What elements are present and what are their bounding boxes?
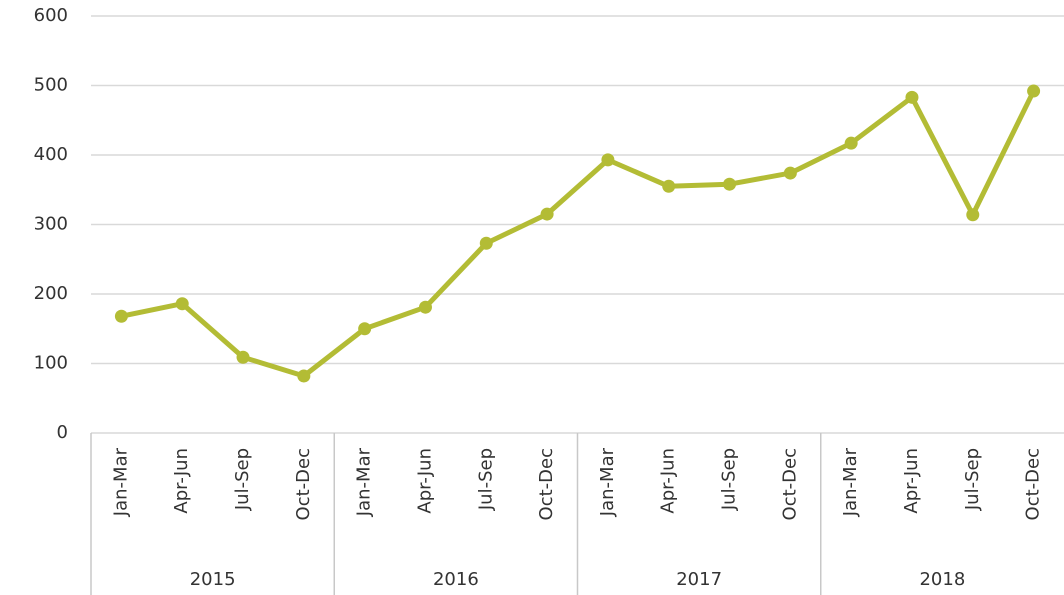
x-tick-label: Oct-Dec	[1023, 448, 1044, 520]
data-point	[418, 300, 432, 314]
y-tick-label: 500	[34, 75, 68, 96]
x-tick-label: Jul-Sep	[232, 448, 253, 511]
x-tick-label: Jul-Sep	[719, 448, 740, 511]
x-tick-label: Oct-Dec	[293, 448, 314, 520]
y-tick-label: 200	[34, 283, 68, 304]
data-line	[120, 89, 1036, 379]
group-label: 2016	[433, 569, 479, 590]
y-tick-label: 600	[34, 5, 68, 26]
data-point	[1027, 84, 1041, 98]
x-tick-label: Jan-Mar	[597, 447, 618, 517]
group-label: 2017	[676, 569, 722, 590]
data-point	[601, 153, 615, 167]
x-tick-label: Apr-Jun	[658, 448, 679, 514]
x-tick-label: Jul-Sep	[475, 448, 496, 511]
y-tick-label: 0	[57, 422, 68, 443]
x-tick-label: Oct-Dec	[779, 448, 800, 520]
x-tick-label: Oct-Dec	[536, 448, 557, 520]
y-tick-label: 300	[34, 214, 68, 235]
y-tick-label: 100	[34, 353, 68, 374]
data-point	[783, 166, 797, 180]
group-label: 2015	[190, 569, 236, 590]
data-point	[540, 207, 554, 221]
x-tick-label: Jul-Sep	[962, 448, 983, 511]
data-point	[358, 322, 372, 336]
x-tick-label: Apr-Jun	[414, 448, 435, 514]
x-tick-label: Apr-Jun	[901, 448, 922, 514]
y-tick-label: 400	[34, 144, 68, 165]
data-point	[479, 236, 493, 250]
x-tick-label: Jan-Mar	[840, 447, 861, 517]
data-point	[114, 309, 128, 323]
x-tick-label: Apr-Jun	[171, 448, 192, 514]
group-label: 2018	[919, 569, 965, 590]
x-tick-label: Jan-Mar	[354, 447, 375, 517]
data-point	[297, 369, 311, 383]
data-point	[966, 208, 980, 222]
data-point	[844, 136, 858, 150]
data-point	[662, 179, 676, 193]
data-point	[175, 297, 189, 311]
data-point	[236, 350, 250, 364]
x-tick-label: Jan-Mar	[110, 447, 131, 517]
data-point	[905, 90, 919, 104]
data-point	[723, 177, 737, 191]
